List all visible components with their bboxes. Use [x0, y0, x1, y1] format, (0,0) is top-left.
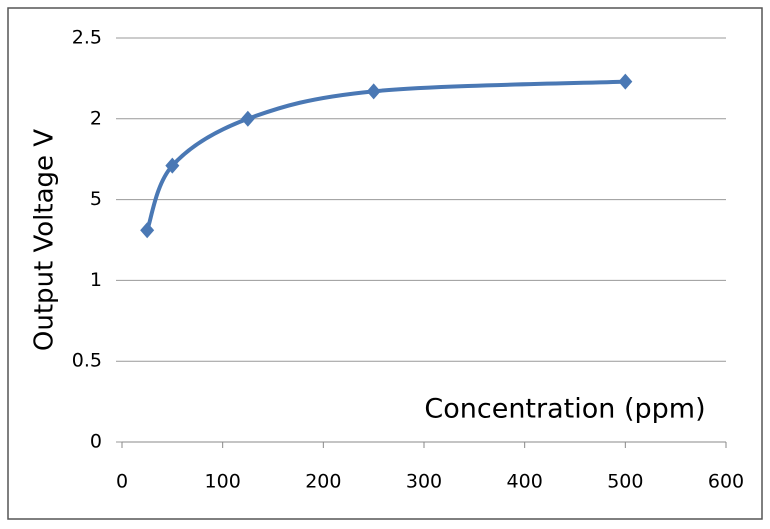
x-axis-title: Concentration (ppm): [424, 394, 705, 425]
x-tick-label: 600: [708, 471, 744, 493]
y-tick-label: 0.5: [72, 350, 102, 372]
x-tick-label: 500: [607, 471, 643, 493]
data-point: [165, 157, 180, 174]
data-point: [140, 222, 155, 239]
y-axis-title: Output Voltage V: [30, 129, 60, 351]
y-tick-label: 1: [90, 269, 102, 291]
chart-frame: [7, 7, 763, 520]
x-tick-label: 200: [305, 471, 341, 493]
data-point: [240, 110, 255, 127]
y-tick-label: 0: [90, 431, 102, 453]
data-point: [618, 73, 633, 90]
y-tick-label: 2: [90, 107, 102, 129]
data-line: [145, 79, 626, 232]
y-tick-label: 5: [90, 188, 102, 210]
x-tick-label: 400: [507, 471, 543, 493]
data-point: [366, 83, 381, 100]
x-tick-label: 100: [205, 471, 241, 493]
y-tick-label: 2.5: [72, 27, 102, 49]
x-tick-label: 0: [116, 471, 128, 493]
x-tick-label: 300: [406, 471, 442, 493]
